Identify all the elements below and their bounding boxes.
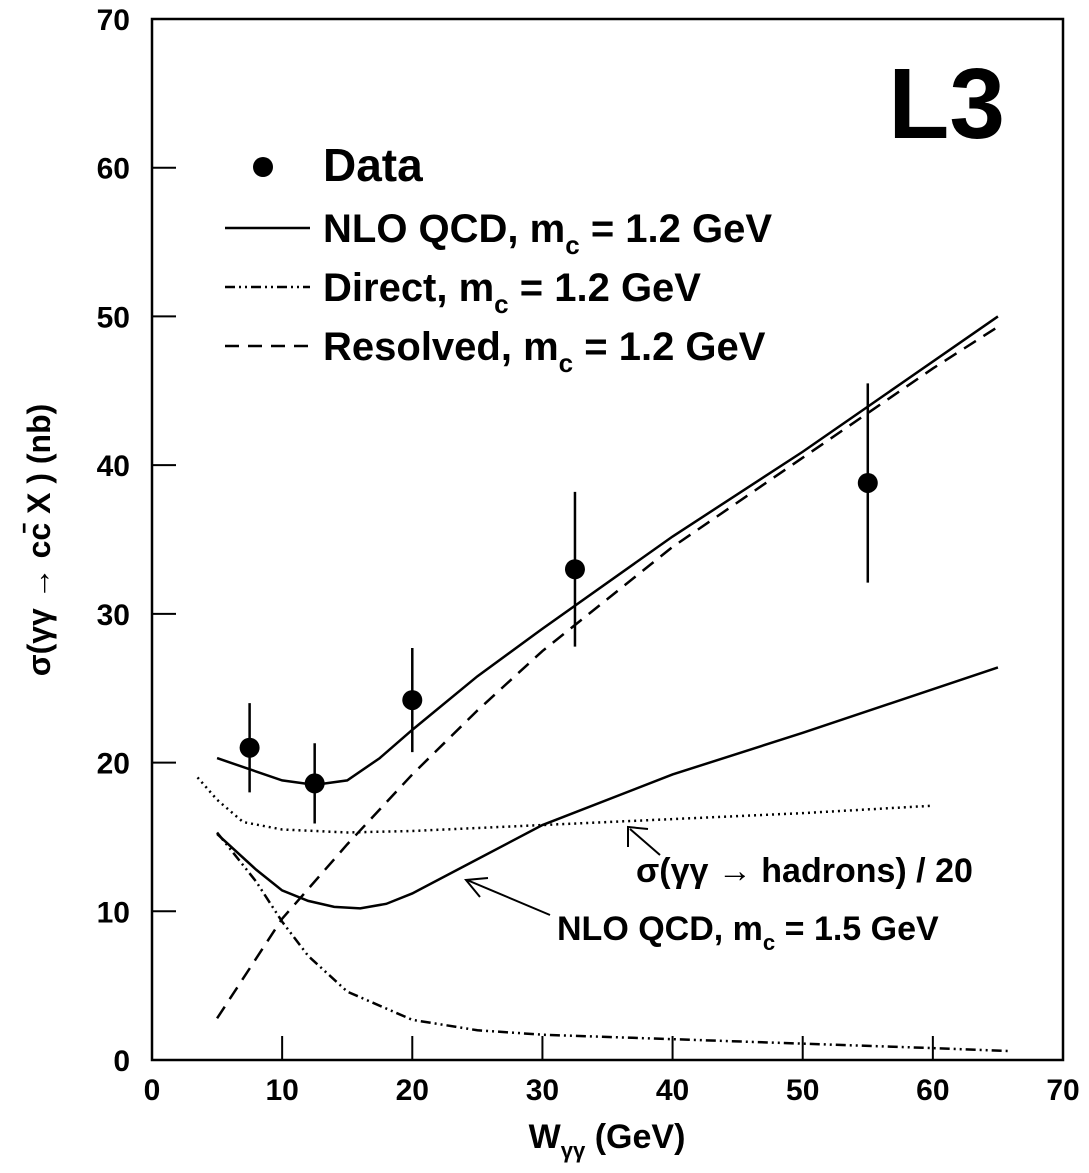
x-axis-label: Wγγ (GeV): [529, 1118, 686, 1163]
series-line: [216, 831, 1011, 1053]
annotation-arrowhead: [627, 825, 649, 847]
plot-frame: [150, 17, 1065, 1062]
x-tick-label: 60: [916, 1074, 949, 1107]
x-tick-label: 70: [1046, 1074, 1079, 1107]
y-tick-label: 70: [97, 4, 130, 37]
legend-label: Direct, mc = 1.2 GeV: [323, 266, 701, 319]
y-tick-label: 40: [97, 450, 130, 483]
x-tick-label: 30: [526, 1074, 559, 1107]
curve-line: [216, 666, 999, 910]
data-point: [402, 690, 423, 711]
annotation-arrowhead: [464, 877, 489, 898]
data-point: [239, 737, 260, 758]
y-axis-label: σ(γγ → cc̄ X ) (nb): [21, 404, 57, 677]
data-point: [304, 773, 325, 794]
curve-annotation: NLO QCD, mc = 1.5 GeV: [557, 910, 939, 955]
legend-label: Resolved, mc = 1.2 GeV: [323, 325, 766, 378]
annotation-arrow: [466, 879, 551, 916]
legend-label: NLO QCD, mc = 1.2 GeV: [323, 207, 772, 260]
x-tick-label: 40: [656, 1074, 689, 1107]
legend-label: Data: [323, 139, 423, 191]
y-tick-label: 60: [97, 153, 130, 186]
y-tick-label: 10: [97, 896, 130, 929]
series-line: [216, 325, 999, 1020]
data-point: [564, 559, 585, 580]
experiment-label: L3: [888, 48, 1005, 160]
x-tick-label: 10: [265, 1074, 298, 1107]
x-tick-label: 0: [144, 1074, 161, 1107]
y-tick-label: 30: [97, 599, 130, 632]
y-tick-label: 20: [97, 748, 130, 781]
data-point: [857, 472, 878, 493]
curve-line: [196, 776, 933, 834]
x-tick-label: 20: [396, 1074, 429, 1107]
x-tick-label: 50: [786, 1074, 819, 1107]
legend-marker: [253, 157, 273, 177]
curve-annotation: σ(γγ → hadrons) / 20: [636, 852, 973, 890]
series-line: [216, 315, 999, 787]
y-tick-label: 0: [113, 1045, 130, 1078]
annotation-arrow: [629, 828, 661, 856]
y-tick-label: 50: [97, 301, 130, 334]
